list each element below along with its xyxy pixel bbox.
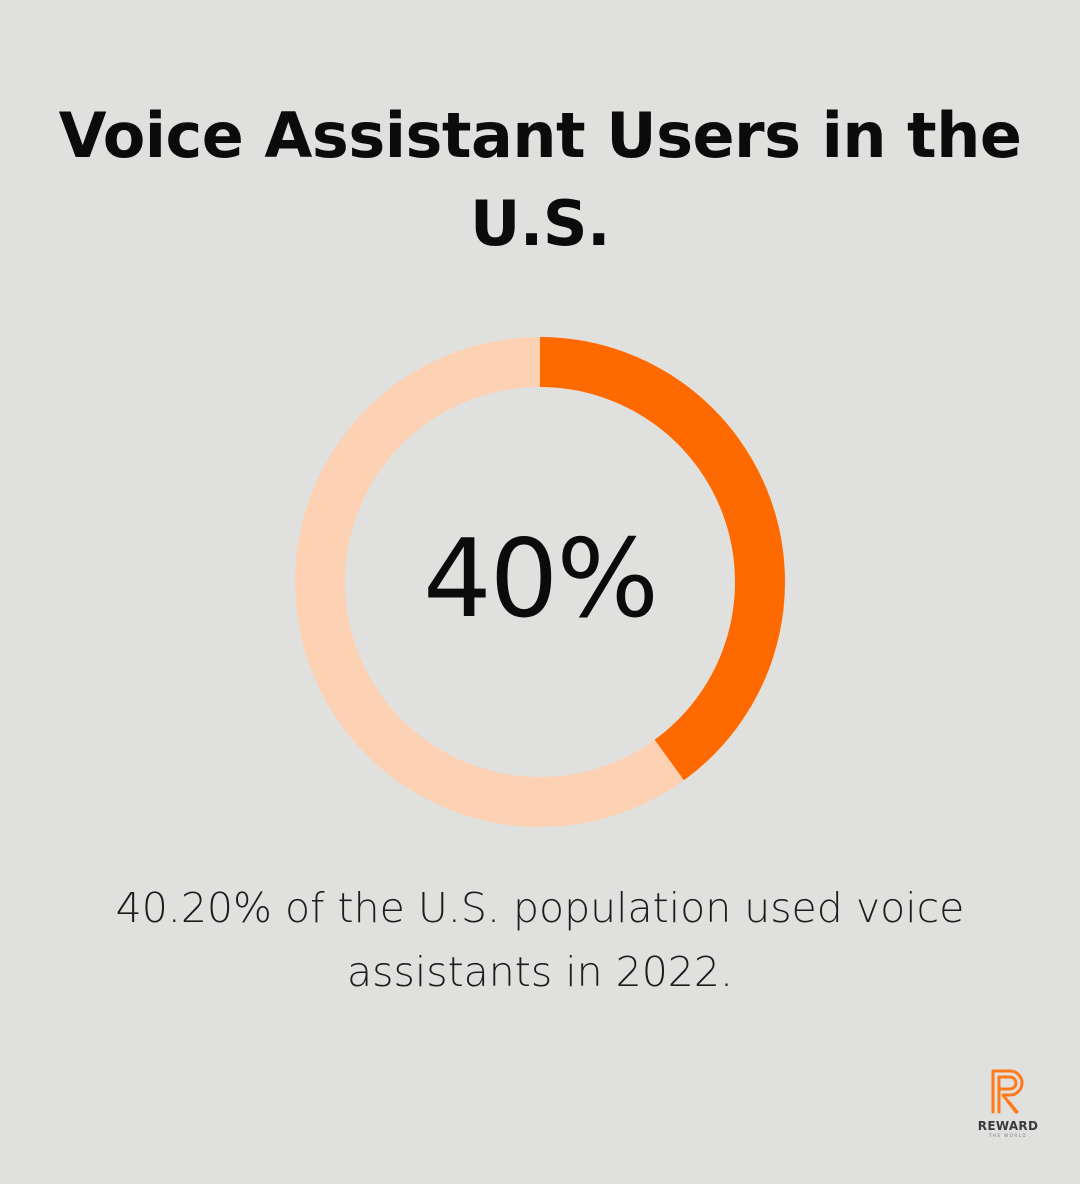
chart-caption: 40.20% of the U.S. population used voice… <box>115 884 965 996</box>
logo-wordmark: REWARD <box>977 1119 1039 1133</box>
center-value-label: 40% <box>422 517 659 642</box>
reward-r-icon <box>991 1069 1024 1114</box>
chart-title: Voice Assistant Users in the U.S. <box>58 99 1022 260</box>
donut-chart <box>295 337 785 827</box>
brand-logo: REWARD THE WORLD <box>970 1066 1046 1146</box>
donut-value-arc <box>539 337 785 781</box>
logo-tagline: THE WORLD <box>989 1133 1027 1138</box>
